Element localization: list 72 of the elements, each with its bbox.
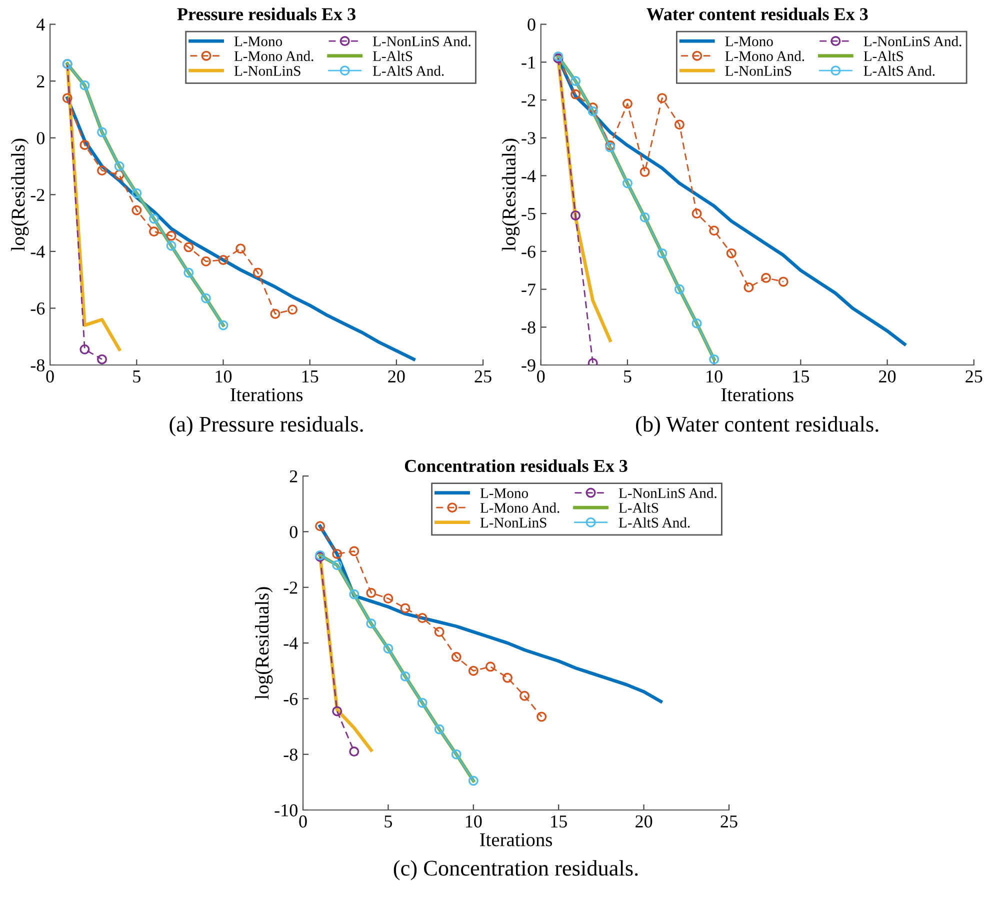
y-tick-label: -6: [284, 692, 298, 706]
x-tick-label: 20: [636, 815, 652, 828]
y-tick-label: 0: [36, 132, 44, 144]
y-axis-title: log(Residuals): [502, 138, 520, 251]
legend-label: L-AltS: [864, 50, 903, 62]
y-tick-label: 2: [290, 470, 298, 482]
x-tick-label: 10: [216, 370, 232, 383]
y-tick-label: -2: [30, 188, 44, 201]
legend-label: L-Mono: [725, 36, 773, 46]
x-tick-label: 0: [537, 370, 545, 383]
legend-label: L-NonLinS And.: [618, 488, 716, 498]
x-tick-label: 10: [466, 815, 482, 828]
x-tick-label: 0: [299, 815, 307, 828]
text: (a) Pressure residuals.: [170, 416, 363, 436]
y-tick-label: 0: [528, 18, 536, 31]
y-tick-label: -7: [522, 284, 536, 296]
legend-label: L-AltS: [372, 50, 412, 62]
legend-label: L-Mono And.: [234, 50, 314, 62]
y-tick-label: -6: [30, 302, 45, 315]
x-tick-label: 20: [388, 370, 405, 383]
y-tick-label: 0: [290, 526, 298, 538]
y-tick-label: -4: [30, 246, 45, 258]
x-tick-label: 0: [46, 370, 54, 383]
legend-label: L-AltS And.: [864, 66, 935, 76]
x-axis-title: Iterations: [721, 388, 794, 402]
legend-label: L-NonLinS: [234, 66, 300, 76]
x-tick-label: 5: [624, 370, 632, 383]
y-tick-label: -5: [522, 208, 536, 220]
x-axis-title: Iterations: [480, 833, 552, 846]
y-tick-label: -4: [284, 637, 298, 650]
legend-label: L-NonLinS: [480, 518, 546, 528]
x-tick-label: 25: [474, 370, 492, 383]
legend-label: L-NonLinS And.: [864, 36, 962, 46]
x-tick-label: 10: [706, 370, 722, 383]
x-tick-label: 20: [879, 370, 896, 383]
y-tick-label: -8: [284, 748, 298, 761]
legend-label: L-Mono And.: [480, 502, 560, 513]
x-tick-label: 15: [793, 370, 809, 383]
text: (c) Concentration residuals.: [394, 860, 638, 880]
chart-title: Concentration residuals Ex 3: [404, 459, 628, 472]
y-tick-label: -10: [274, 804, 298, 816]
y-tick-label: -9: [522, 359, 536, 372]
x-tick-label: 15: [302, 370, 318, 383]
chart-title: Water content residuals Ex 3: [646, 8, 868, 20]
legend-label: L-AltS: [618, 502, 658, 513]
legend-label: L-AltS And.: [372, 66, 444, 76]
y-tick-label: -8: [30, 359, 44, 372]
y-tick-label: -8: [522, 321, 536, 334]
y-axis-title: log(Residuals): [11, 138, 29, 251]
legend-label: L-NonLinS And.: [372, 36, 470, 46]
text: (b) Water content residuals.: [636, 416, 878, 436]
x-axis-title: Iterations: [230, 388, 303, 402]
y-tick-label: 4: [36, 18, 45, 31]
x-tick-label: 25: [966, 370, 982, 383]
y-tick-label: -2: [522, 94, 536, 106]
x-tick-label: 25: [720, 815, 738, 828]
y-tick-label: -2: [284, 582, 298, 594]
y-tick-label: -1: [522, 56, 535, 68]
y-axis-title: log(Residuals): [255, 587, 273, 700]
legend-label: L-Mono And.: [725, 50, 804, 62]
legend-label: L-NonLinS: [725, 66, 792, 76]
y-tick-label: -4: [522, 170, 536, 182]
x-tick-label: 5: [384, 816, 392, 828]
legend-label: L-Mono: [480, 488, 528, 498]
y-tick-label: 2: [36, 75, 44, 88]
x-tick-label: 5: [133, 370, 140, 383]
chart-title: Pressure residuals Ex 3: [177, 8, 356, 20]
x-tick-label: 15: [551, 815, 567, 828]
y-tick-label: -3: [522, 132, 536, 144]
legend-label: L-Mono: [234, 36, 282, 46]
legend-label: L-AltS And.: [618, 517, 690, 528]
y-tick-label: -6: [522, 246, 536, 258]
